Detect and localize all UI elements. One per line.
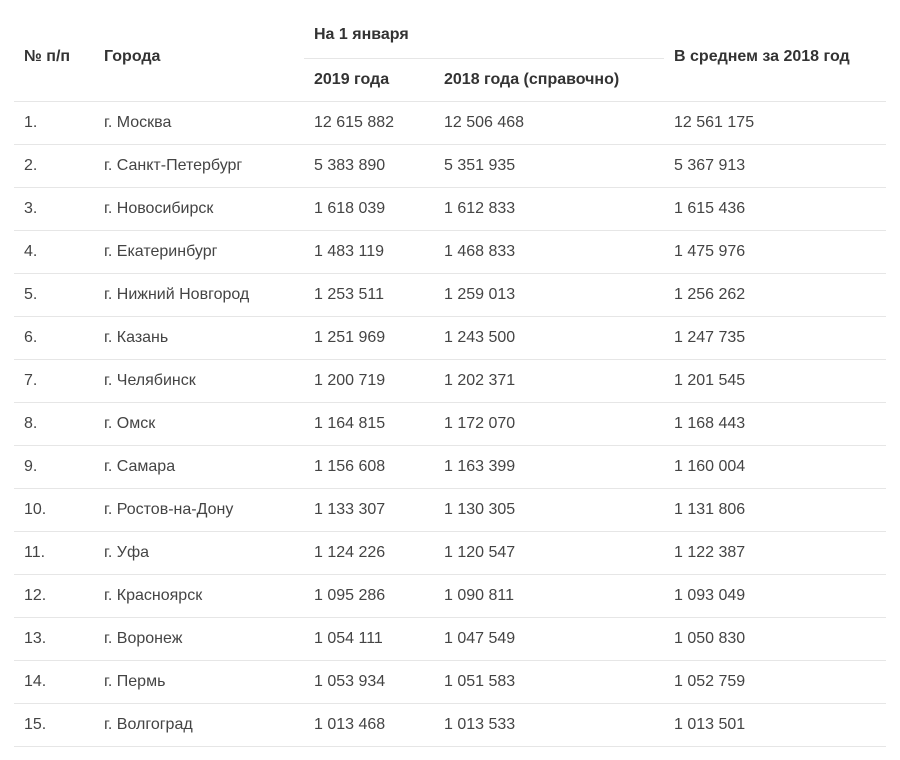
- table-row: 11.г. Уфа1 124 2261 120 5471 122 387: [14, 532, 886, 575]
- cell-city: г. Красноярск: [94, 575, 304, 618]
- cell-num: 5.: [14, 274, 94, 317]
- cell-2019: 1 251 969: [304, 317, 434, 360]
- cell-city: г. Москва: [94, 102, 304, 145]
- cell-city: г. Казань: [94, 317, 304, 360]
- cell-2018: 1 172 070: [434, 403, 664, 446]
- cell-avg: 1 160 004: [664, 446, 886, 489]
- cell-2018: 1 013 533: [434, 704, 664, 747]
- table-row: 12.г. Красноярск1 095 2861 090 8111 093 …: [14, 575, 886, 618]
- cell-avg: 1 201 545: [664, 360, 886, 403]
- cell-num: 15.: [14, 704, 94, 747]
- cell-num: 4.: [14, 231, 94, 274]
- cell-num: 10.: [14, 489, 94, 532]
- col-header-city: Города: [94, 12, 304, 102]
- table-row: 15.г. Волгоград1 013 4681 013 5331 013 5…: [14, 704, 886, 747]
- col-header-2018: 2018 года (справочно): [434, 59, 664, 102]
- cell-num: 12.: [14, 575, 94, 618]
- cell-2019: 1 200 719: [304, 360, 434, 403]
- table-row: 2.г. Санкт-Петербург5 383 8905 351 9355 …: [14, 145, 886, 188]
- cell-2018: 12 506 468: [434, 102, 664, 145]
- table-row: 1.г. Москва12 615 88212 506 46812 561 17…: [14, 102, 886, 145]
- cell-avg: 1 247 735: [664, 317, 886, 360]
- cell-city: г. Нижний Новгород: [94, 274, 304, 317]
- cell-2018: 1 612 833: [434, 188, 664, 231]
- cell-2019: 1 483 119: [304, 231, 434, 274]
- cell-city: г. Челябинск: [94, 360, 304, 403]
- cell-avg: 1 093 049: [664, 575, 886, 618]
- cell-num: 7.: [14, 360, 94, 403]
- cell-avg: 1 256 262: [664, 274, 886, 317]
- cell-2018: 1 243 500: [434, 317, 664, 360]
- col-header-january-group: На 1 января: [304, 12, 664, 59]
- cell-avg: 1 615 436: [664, 188, 886, 231]
- cell-city: г. Екатеринбург: [94, 231, 304, 274]
- cell-avg: 5 367 913: [664, 145, 886, 188]
- table-row: 14.г. Пермь1 053 9341 051 5831 052 759: [14, 661, 886, 704]
- cell-2019: 12 615 882: [304, 102, 434, 145]
- cell-avg: 1 122 387: [664, 532, 886, 575]
- table-row: 9.г. Самара1 156 6081 163 3991 160 004: [14, 446, 886, 489]
- table-row: 8.г. Омск1 164 8151 172 0701 168 443: [14, 403, 886, 446]
- cell-city: г. Волгоград: [94, 704, 304, 747]
- cell-2019: 1 156 608: [304, 446, 434, 489]
- cell-num: 14.: [14, 661, 94, 704]
- cell-avg: 1 050 830: [664, 618, 886, 661]
- cell-2018: 1 163 399: [434, 446, 664, 489]
- cell-avg: 1 013 501: [664, 704, 886, 747]
- cell-2019: 1 013 468: [304, 704, 434, 747]
- cell-city: г. Новосибирск: [94, 188, 304, 231]
- cell-city: г. Уфа: [94, 532, 304, 575]
- cell-2019: 1 095 286: [304, 575, 434, 618]
- cell-2018: 1 259 013: [434, 274, 664, 317]
- cell-num: 3.: [14, 188, 94, 231]
- cell-num: 8.: [14, 403, 94, 446]
- table-row: 4.г. Екатеринбург1 483 1191 468 8331 475…: [14, 231, 886, 274]
- cell-2019: 1 053 934: [304, 661, 434, 704]
- cell-2018: 1 090 811: [434, 575, 664, 618]
- table-row: 10.г. Ростов-на-Дону1 133 3071 130 3051 …: [14, 489, 886, 532]
- cell-avg: 1 168 443: [664, 403, 886, 446]
- cell-2018: 1 468 833: [434, 231, 664, 274]
- table-row: 5.г. Нижний Новгород1 253 5111 259 0131 …: [14, 274, 886, 317]
- cell-city: г. Воронеж: [94, 618, 304, 661]
- table-row: 13.г. Воронеж1 054 1111 047 5491 050 830: [14, 618, 886, 661]
- col-header-2019: 2019 года: [304, 59, 434, 102]
- cell-2019: 1 253 511: [304, 274, 434, 317]
- cell-city: г. Омск: [94, 403, 304, 446]
- table-header: № п/п Города На 1 января В среднем за 20…: [14, 12, 886, 102]
- cell-city: г. Самара: [94, 446, 304, 489]
- cell-num: 2.: [14, 145, 94, 188]
- cell-avg: 12 561 175: [664, 102, 886, 145]
- table-body: 1.г. Москва12 615 88212 506 46812 561 17…: [14, 102, 886, 747]
- col-header-num: № п/п: [14, 12, 94, 102]
- col-header-avg: В среднем за 2018 год: [664, 12, 886, 102]
- cell-num: 13.: [14, 618, 94, 661]
- table-row: 6.г. Казань1 251 9691 243 5001 247 735: [14, 317, 886, 360]
- cell-2019: 5 383 890: [304, 145, 434, 188]
- cell-city: г. Пермь: [94, 661, 304, 704]
- cell-num: 1.: [14, 102, 94, 145]
- cell-2019: 1 164 815: [304, 403, 434, 446]
- cell-2019: 1 054 111: [304, 618, 434, 661]
- cell-num: 6.: [14, 317, 94, 360]
- cell-2018: 1 130 305: [434, 489, 664, 532]
- cell-2019: 1 133 307: [304, 489, 434, 532]
- cell-avg: 1 475 976: [664, 231, 886, 274]
- cell-num: 9.: [14, 446, 94, 489]
- cell-2019: 1 618 039: [304, 188, 434, 231]
- cell-city: г. Ростов-на-Дону: [94, 489, 304, 532]
- cell-2019: 1 124 226: [304, 532, 434, 575]
- cell-2018: 1 202 371: [434, 360, 664, 403]
- cell-city: г. Санкт-Петербург: [94, 145, 304, 188]
- table-row: 7.г. Челябинск1 200 7191 202 3711 201 54…: [14, 360, 886, 403]
- population-table: № п/п Города На 1 января В среднем за 20…: [14, 12, 886, 747]
- cell-2018: 1 120 547: [434, 532, 664, 575]
- cell-2018: 1 051 583: [434, 661, 664, 704]
- cell-num: 11.: [14, 532, 94, 575]
- cell-2018: 5 351 935: [434, 145, 664, 188]
- cell-avg: 1 052 759: [664, 661, 886, 704]
- table-row: 3.г. Новосибирск1 618 0391 612 8331 615 …: [14, 188, 886, 231]
- cell-avg: 1 131 806: [664, 489, 886, 532]
- cell-2018: 1 047 549: [434, 618, 664, 661]
